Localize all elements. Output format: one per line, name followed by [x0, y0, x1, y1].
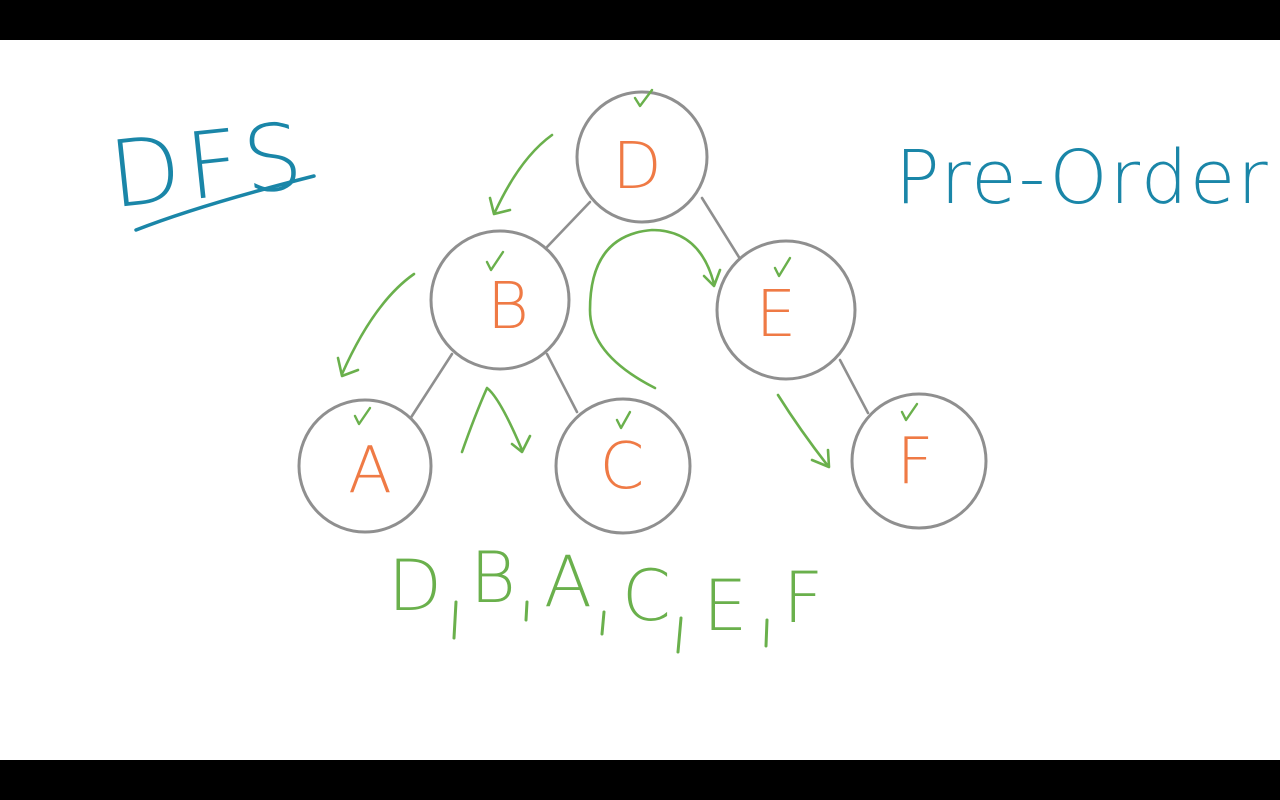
- check-mark-icon: [633, 88, 654, 108]
- node-a: A: [297, 398, 433, 534]
- node-e-label: E: [756, 278, 796, 352]
- node-b-label: B: [487, 270, 529, 344]
- tree-diagram: DFS Pre-Order D B E A C: [105, 88, 1270, 654]
- node-c-label: C: [600, 430, 645, 504]
- traversal-sequence: D B A C E F: [388, 537, 823, 647]
- check-mark-icon: [485, 250, 505, 272]
- letterbox-bottom: [0, 760, 1280, 800]
- whiteboard: DFS Pre-Order D B E A C: [0, 40, 1280, 760]
- title-underline: [134, 174, 316, 232]
- check-mark-icon: [353, 406, 372, 426]
- sequence-item: C: [622, 555, 671, 637]
- sequence-separators: [452, 600, 769, 654]
- sequence-item: A: [544, 541, 592, 623]
- edge-e-f: [838, 358, 870, 415]
- node-e: E: [715, 239, 857, 381]
- check-mark-icon: [615, 410, 632, 430]
- node-d-label: D: [612, 130, 661, 204]
- node-a-label: A: [348, 434, 392, 508]
- sequence-item: E: [703, 565, 747, 647]
- traversal-arrow-c-to-e: [588, 228, 722, 390]
- sequence-item: F: [783, 557, 823, 639]
- sequence-item: B: [470, 537, 516, 619]
- diagram-subtitle: Pre-Order: [895, 135, 1270, 221]
- edge-b-a: [408, 352, 454, 421]
- sequence-item: D: [388, 545, 442, 627]
- node-c: C: [554, 397, 692, 535]
- edge-b-c: [545, 352, 579, 414]
- edge-d-b: [545, 200, 592, 249]
- traversal-arrow-e-to-f: [776, 393, 831, 469]
- check-mark-icon: [773, 256, 792, 278]
- letterbox-top: [0, 0, 1280, 40]
- node-f-label: F: [897, 425, 934, 499]
- traversal-arrow-b-to-a: [336, 272, 416, 378]
- traversal-arrow-d-to-b: [488, 133, 554, 216]
- check-mark-icon: [900, 402, 919, 422]
- traversal-arrow-a-to-c: [460, 386, 532, 454]
- node-d: D: [575, 90, 709, 224]
- node-b: B: [429, 229, 571, 371]
- diagram-title: DFS: [105, 102, 314, 229]
- edge-d-e: [700, 196, 744, 264]
- node-f: F: [850, 392, 988, 530]
